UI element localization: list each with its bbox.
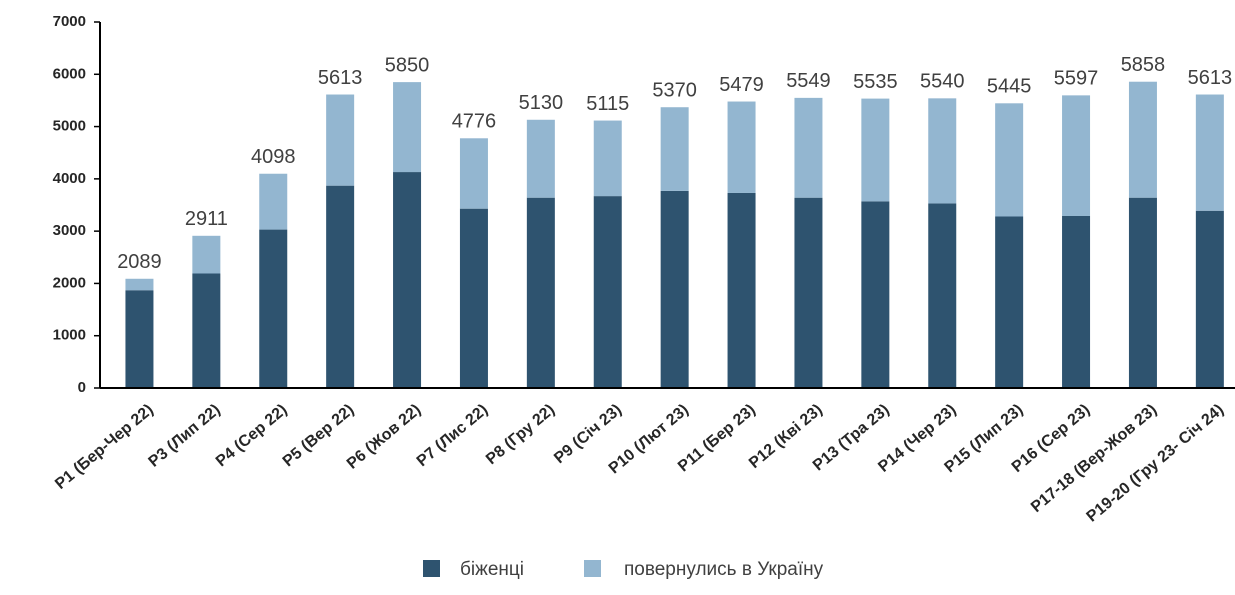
- bar-segment: [660, 190, 689, 388]
- total-label: 5613: [1188, 67, 1233, 89]
- bar-segment: [727, 101, 756, 193]
- bar-segment: [861, 98, 890, 202]
- total-label: 5549: [786, 70, 831, 92]
- bar-segment: [593, 196, 622, 388]
- bar-segment: [861, 201, 890, 388]
- bar-segment: [1195, 210, 1224, 388]
- x-tick-label: P3 (Лип 22): [146, 401, 224, 470]
- total-label: 5479: [719, 74, 764, 96]
- y-tick-label: 2000: [53, 274, 86, 291]
- total-label: 5115: [586, 93, 629, 115]
- bar-segment: [393, 172, 422, 388]
- total-label: 5540: [920, 71, 965, 93]
- bar-segment: [727, 192, 756, 388]
- bar-segment: [259, 173, 288, 230]
- bar-segment: [928, 203, 957, 388]
- bar-segment: [1128, 197, 1157, 388]
- bar-segment: [794, 197, 823, 388]
- bar-segment: [526, 119, 555, 198]
- bar-segment: [393, 82, 422, 173]
- legend-label: біженці: [460, 559, 524, 580]
- legend-label: повернулись в Україну: [624, 559, 824, 580]
- bar-segment: [125, 278, 154, 291]
- bar-segment: [928, 98, 957, 204]
- total-label: 4776: [452, 111, 497, 133]
- x-tick-label: P17-18 (Вер-Жов 23): [1028, 401, 1160, 516]
- bar-segment: [192, 235, 221, 274]
- bar-segment: [259, 229, 288, 388]
- total-label: 2911: [185, 208, 228, 230]
- bar-segment: [459, 208, 488, 388]
- bar-segment: [125, 290, 154, 388]
- x-tick-label: P6 (Жов 22): [344, 401, 424, 472]
- bar-segment: [326, 185, 355, 388]
- total-label: 5445: [987, 76, 1032, 98]
- x-tick-label: P1 (Бер-Чер 22): [52, 401, 157, 493]
- legend-swatch: [584, 560, 601, 577]
- y-tick-label: 7000: [53, 13, 86, 30]
- total-label: 5130: [519, 92, 564, 114]
- total-label: 5597: [1054, 68, 1099, 90]
- legend-swatch: [423, 560, 440, 577]
- total-label: 4098: [251, 146, 296, 168]
- bar-segment: [794, 97, 823, 198]
- bar-segment: [192, 273, 221, 388]
- y-tick-label: 0: [78, 379, 86, 396]
- bar-segment: [526, 197, 555, 388]
- bar-segment: [1195, 94, 1224, 211]
- bar-segment: [995, 103, 1024, 217]
- bar-segment: [1128, 81, 1157, 198]
- bar-segment: [326, 94, 355, 186]
- x-tick-label: P7 (Лис 22): [414, 401, 491, 470]
- x-tick-label: P4 (Сер 22): [213, 401, 291, 470]
- total-label: 5858: [1121, 54, 1166, 76]
- y-tick-label: 1000: [53, 327, 86, 344]
- y-tick-label: 3000: [53, 222, 86, 239]
- bar-segment: [593, 120, 622, 197]
- bar-segment: [459, 138, 488, 209]
- bar-segment: [1062, 95, 1091, 216]
- bar-segment: [1062, 215, 1091, 388]
- total-label: 5535: [853, 71, 898, 93]
- total-label: 5850: [385, 54, 430, 76]
- y-tick-label: 6000: [53, 65, 86, 82]
- bar-segment: [995, 216, 1024, 388]
- total-label: 5370: [652, 80, 697, 102]
- total-label: 5613: [318, 67, 363, 89]
- bar-segment: [660, 107, 689, 191]
- y-tick-label: 5000: [53, 118, 86, 135]
- x-tick-label: P19-20 (Гру 23- Січ 24): [1084, 401, 1228, 525]
- y-tick-label: 4000: [53, 170, 86, 187]
- x-tick-label: P8 (Гру 22): [483, 401, 558, 468]
- total-label: 2089: [117, 251, 162, 273]
